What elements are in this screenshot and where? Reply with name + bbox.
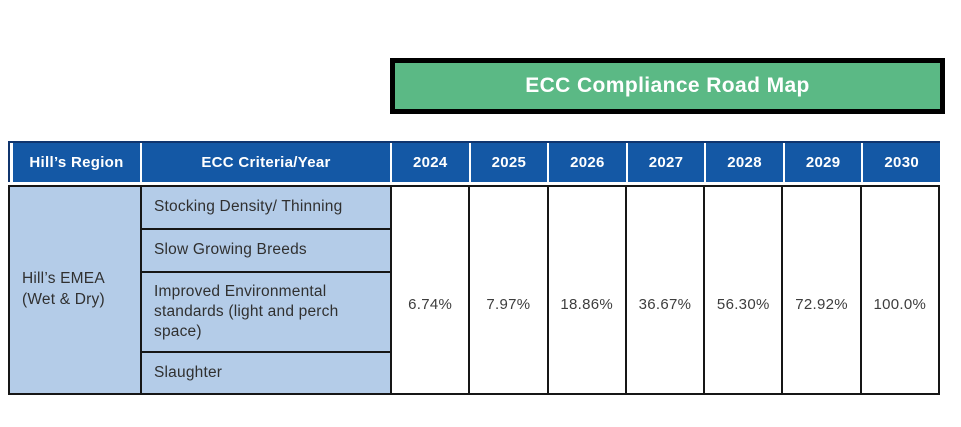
header-cell-year-2025: 2025 [470, 143, 548, 182]
table-row: Hill’s EMEA (Wet & Dry) Stocking Density… [8, 185, 941, 395]
value-cell-2025: 7.97% [468, 185, 549, 395]
table-row: Slaughter [9, 351, 939, 395]
roadmap-banner-title: ECC Compliance Road Map [525, 74, 810, 97]
header-cell-criteria: ECC Criteria/Year [142, 143, 390, 182]
criteria-cell-slow-growing: Slow Growing Breeds [140, 228, 392, 273]
value-cell-2024: 6.74% [389, 185, 471, 395]
value-cell-2026: 18.86% [546, 185, 627, 395]
header-cell-region: Hill’s Region [13, 143, 140, 182]
header-cell-year-2024: 2024 [392, 143, 469, 182]
header-cell-year-2029: 2029 [784, 143, 862, 182]
value-cell-2027: 36.67% [624, 185, 706, 395]
header-cell-year-2026: 2026 [549, 143, 626, 182]
value-cell-2028: 56.30% [703, 185, 784, 395]
roadmap-table-body: Hill’s EMEA (Wet & Dry) Stocking Density… [8, 185, 941, 395]
roadmap-banner: ECC Compliance Road Map [390, 58, 945, 114]
roadmap-table-header: Hill’s Region ECC Criteria/Year 2024 202… [8, 141, 940, 182]
value-cell-2029: 72.92% [781, 185, 862, 395]
region-cell: Hill’s EMEA (Wet & Dry) [8, 185, 142, 395]
header-cell-year-2028: 2028 [706, 143, 783, 182]
criteria-cell-stocking-density: Stocking Density/ Thinning [140, 185, 392, 230]
header-cell-year-2030: 2030 [863, 143, 940, 182]
table-row: Improved Environmental standards (light … [9, 271, 939, 353]
value-cell-2030: 100.0% [859, 185, 941, 395]
header-cell-year-2027: 2027 [627, 143, 705, 182]
criteria-cell-improved-environment: Improved Environmental standards (light … [140, 271, 392, 353]
table-row: Slow Growing Breeds [9, 228, 939, 273]
criteria-cell-slaughter: Slaughter [140, 351, 392, 395]
